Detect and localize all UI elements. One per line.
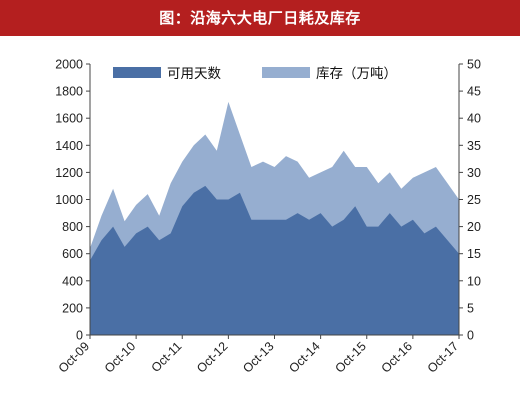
right-tick-label: 25 <box>467 193 481 207</box>
plot-areas <box>90 101 459 336</box>
right-axis-ticks: 0 5 10 15 20 25 30 35 40 45 50 <box>459 58 481 343</box>
left-tick-label: 400 <box>62 274 83 288</box>
x-axis-ticks: Oct-09 Oct-10 Oct-11 Oct-12 Oct-13 Oct-14 Oct-… <box>56 335 461 376</box>
x-tick-label: Oct-13 <box>240 339 276 375</box>
left-tick-label: 600 <box>62 247 83 261</box>
x-tick-label: Oct-10 <box>102 339 138 375</box>
x-tick-label: Oct-11 <box>149 339 185 375</box>
legend: 可用天数 库存（万吨） <box>113 66 397 82</box>
left-tick-label: 1200 <box>55 166 83 180</box>
x-tick-label: Oct-14 <box>286 339 322 375</box>
left-tick-label: 800 <box>62 220 83 234</box>
x-tick-label: Oct-09 <box>56 339 92 375</box>
left-tick-label: 200 <box>62 301 83 315</box>
x-tick-label: Oct-17 <box>425 339 461 375</box>
left-axis-ticks: 0 200 400 600 800 1000 1200 1400 1600 1800 2000 <box>55 58 90 343</box>
right-tick-label: 15 <box>467 247 481 261</box>
legend-swatch-0 <box>113 67 161 78</box>
right-tick-label: 45 <box>467 85 481 99</box>
right-tick-label: 40 <box>467 112 481 126</box>
legend-swatch-1 <box>262 67 310 78</box>
left-tick-label: 1400 <box>55 139 83 153</box>
left-tick-label: 1600 <box>55 112 83 126</box>
right-tick-label: 0 <box>467 329 474 343</box>
legend-label-1: 库存（万吨） <box>316 66 397 82</box>
x-tick-label: Oct-15 <box>332 339 368 375</box>
right-tick-label: 10 <box>467 274 481 288</box>
legend-label-0: 可用天数 <box>167 66 221 82</box>
left-tick-label: 1000 <box>55 193 83 207</box>
right-tick-label: 30 <box>467 166 481 180</box>
x-tick-label: Oct-16 <box>379 339 415 375</box>
series-area-0 <box>90 185 459 335</box>
left-tick-label: 1800 <box>55 85 83 99</box>
chart-title: 图：沿海六大电厂日耗及库存 <box>0 0 520 36</box>
right-tick-label: 5 <box>467 301 474 315</box>
left-tick-label: 0 <box>76 329 83 343</box>
right-tick-label: 20 <box>467 220 481 234</box>
left-tick-label: 2000 <box>55 58 83 72</box>
x-tick-label: Oct-12 <box>194 339 230 375</box>
right-tick-label: 35 <box>467 139 481 153</box>
right-tick-label: 50 <box>467 58 481 72</box>
